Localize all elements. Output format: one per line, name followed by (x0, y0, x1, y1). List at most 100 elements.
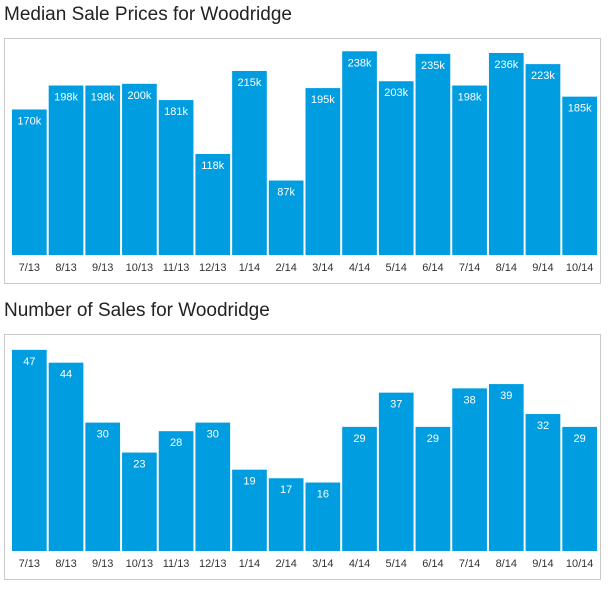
price-bar-10 (378, 81, 414, 255)
price-bar-9 (342, 51, 377, 255)
price-tick-label-7: 2/14 (275, 262, 296, 274)
price-data-label-10: 203k (384, 87, 408, 99)
price-data-label-15: 185k (568, 103, 592, 115)
sales-bar-0 (12, 349, 47, 551)
sales-data-label-8: 16 (317, 489, 329, 501)
sales-tick-label-12: 7/14 (459, 558, 480, 570)
sales-tick-label-3: 10/13 (126, 558, 154, 570)
sales-tick-label-11: 6/14 (422, 558, 443, 570)
price-data-label-3: 200k (127, 90, 151, 102)
sales-bar-8 (305, 482, 341, 551)
price-data-label-14: 223k (531, 70, 555, 82)
price-tick-label-6: 1/14 (239, 262, 260, 274)
sales-bar-13 (488, 384, 524, 551)
sales-chart: 47 7/13 44 8/13 30 9/13 23 10/13 28 11/13 30 12/13 1… (4, 334, 601, 580)
sales-data-label-3: 23 (133, 459, 145, 471)
sales-data-label-14: 32 (537, 420, 549, 432)
price-data-label-6: 215k (238, 77, 262, 89)
price-bar-2 (85, 85, 121, 255)
price-chart-title: Median Sale Prices for Woodridge (4, 4, 292, 25)
price-bar-4 (158, 100, 194, 255)
price-data-label-11: 235k (421, 60, 445, 72)
price-data-label-7: 87k (277, 187, 295, 199)
price-tick-label-9: 4/14 (349, 262, 370, 274)
sales-bar-9 (342, 426, 377, 551)
price-chart-svg: 170k 7/13 198k 8/13 198k 9/13 200k 10/13 181k 11/… (12, 51, 597, 274)
sales-data-label-2: 30 (97, 429, 109, 441)
price-data-label-0: 170k (17, 115, 41, 127)
price-bar-13 (488, 52, 524, 256)
price-tick-label-5: 12/13 (199, 262, 227, 274)
sales-tick-label-15: 10/14 (566, 558, 594, 570)
sales-data-label-11: 29 (427, 433, 439, 445)
price-tick-label-0: 7/13 (19, 262, 40, 274)
price-data-label-12: 198k (458, 92, 482, 104)
price-bar-3 (122, 83, 157, 255)
price-bar-7 (268, 180, 304, 255)
sales-data-label-12: 38 (463, 394, 475, 406)
price-tick-label-3: 10/13 (126, 262, 154, 274)
price-bar-6 (232, 70, 267, 256)
price-tick-label-2: 9/13 (92, 262, 113, 274)
sales-bar-3 (122, 452, 157, 551)
sales-bar-12 (452, 388, 487, 551)
sales-data-label-1: 44 (60, 369, 72, 381)
price-data-label-1: 198k (54, 92, 78, 104)
sales-tick-label-0: 7/13 (19, 558, 40, 570)
sales-bar-5 (195, 422, 231, 551)
price-data-label-4: 181k (164, 106, 188, 118)
sales-tick-label-4: 11/13 (163, 558, 190, 570)
price-bar-1 (48, 85, 84, 255)
price-data-label-9: 238k (348, 57, 372, 69)
price-tick-label-12: 7/14 (459, 262, 480, 274)
sales-tick-label-13: 8/14 (496, 558, 517, 570)
sales-bar-6 (232, 469, 267, 551)
sales-data-label-5: 30 (207, 429, 219, 441)
sales-tick-label-10: 5/14 (386, 558, 407, 570)
sales-tick-label-5: 12/13 (199, 558, 227, 570)
sales-bar-7 (268, 478, 304, 551)
sales-bar-10 (378, 392, 414, 551)
price-tick-label-8: 3/14 (312, 262, 333, 274)
sales-bar-14 (525, 414, 561, 551)
sales-bar-11 (415, 426, 451, 551)
sales-bar-15 (562, 426, 597, 551)
price-bar-14 (525, 64, 561, 255)
sales-tick-label-14: 9/14 (532, 558, 553, 570)
price-bar-12 (452, 85, 487, 255)
price-chart: 170k 7/13 198k 8/13 198k 9/13 200k 10/13 181k 11/… (4, 38, 601, 284)
sales-data-label-6: 19 (243, 476, 255, 488)
sales-data-label-0: 47 (23, 356, 35, 368)
sales-data-label-10: 37 (390, 399, 402, 411)
sales-tick-label-7: 2/14 (275, 558, 296, 570)
price-tick-label-1: 8/13 (55, 262, 76, 274)
sales-tick-label-9: 4/14 (349, 558, 370, 570)
price-data-label-8: 195k (311, 94, 335, 106)
sales-tick-label-8: 3/14 (312, 558, 333, 570)
price-bar-11 (415, 53, 451, 256)
sales-chart-svg: 47 7/13 44 8/13 30 9/13 23 10/13 28 11/13 30 12/13 1… (12, 349, 597, 570)
price-tick-label-13: 8/14 (496, 262, 517, 274)
price-tick-label-10: 5/14 (386, 262, 407, 274)
price-tick-label-15: 10/14 (566, 262, 594, 274)
sales-data-label-7: 17 (280, 484, 292, 496)
sales-bar-2 (85, 422, 121, 551)
price-bar-8 (305, 88, 341, 255)
price-data-label-2: 198k (91, 92, 115, 104)
sales-bar-1 (48, 362, 84, 551)
sales-bar-4 (158, 431, 194, 551)
sales-data-label-4: 28 (170, 437, 182, 449)
sales-data-label-15: 29 (574, 433, 586, 445)
price-bar-5 (195, 153, 231, 255)
price-data-label-5: 118k (201, 160, 225, 172)
price-bar-0 (12, 109, 47, 255)
price-data-label-13: 236k (494, 59, 518, 71)
sales-data-label-13: 39 (500, 390, 512, 402)
price-bar-15 (562, 96, 597, 255)
sales-tick-label-6: 1/14 (239, 558, 260, 570)
sales-tick-label-1: 8/13 (55, 558, 76, 570)
sales-tick-label-2: 9/13 (92, 558, 113, 570)
price-tick-label-4: 11/13 (163, 262, 190, 274)
price-tick-label-11: 6/14 (422, 262, 443, 274)
sales-chart-title: Number of Sales for Woodridge (4, 300, 270, 321)
